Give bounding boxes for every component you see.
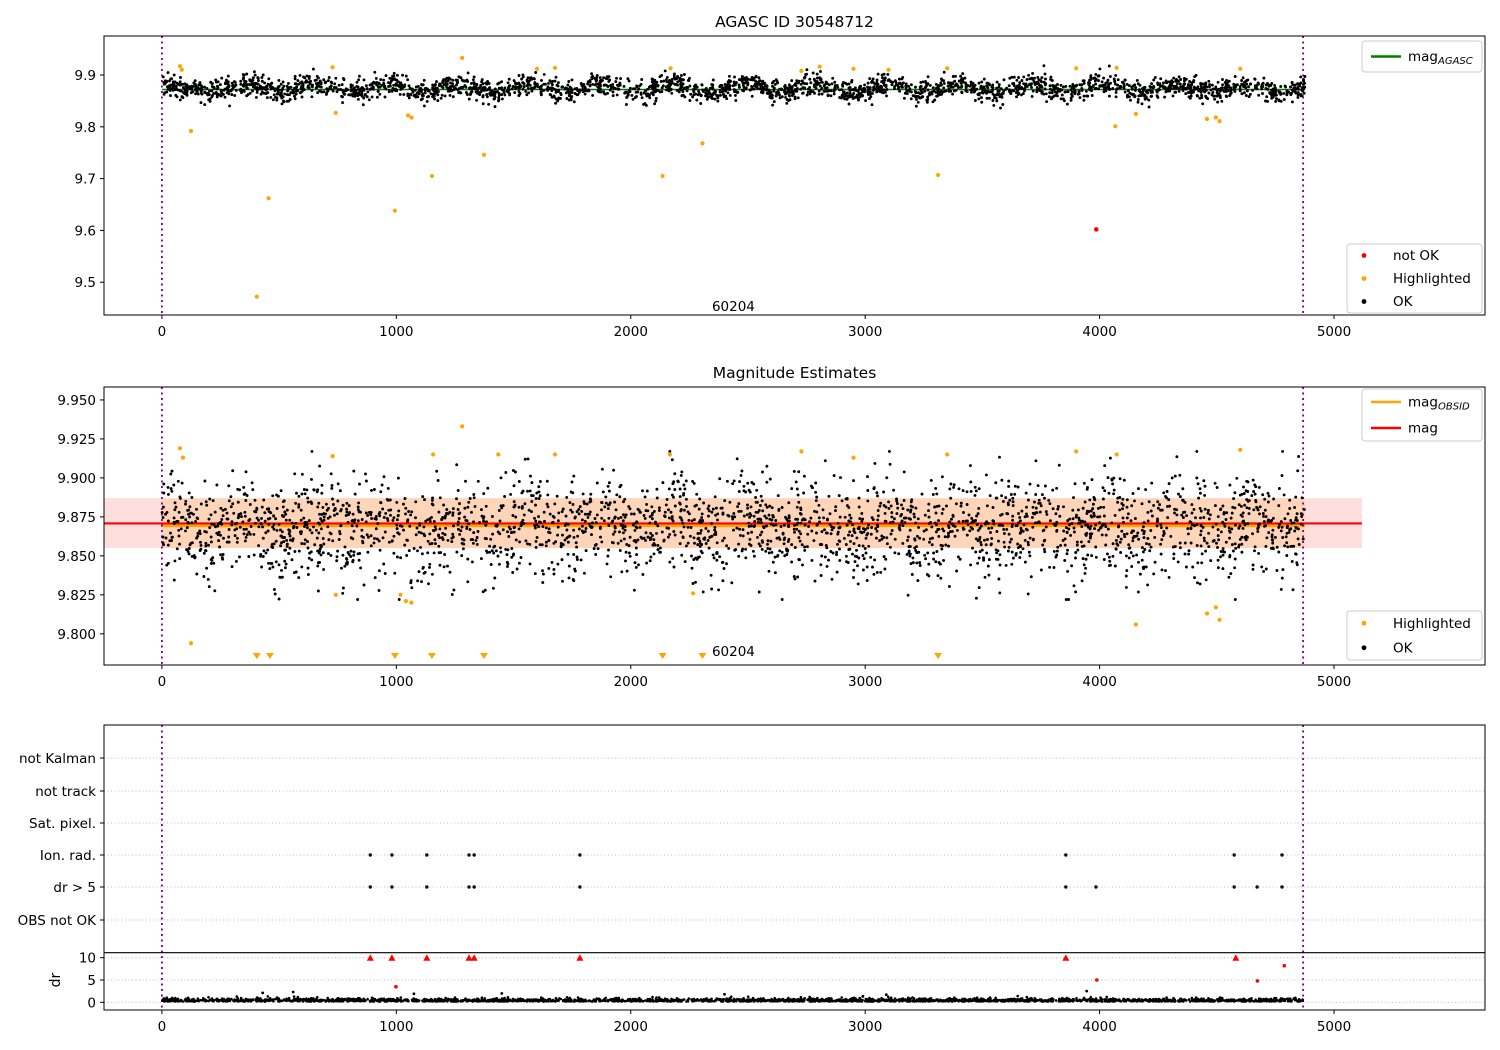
flag-category-label: Ion. rad. — [40, 848, 96, 864]
legend-dot-sample — [1361, 620, 1367, 626]
x-tick-label: 0 — [158, 324, 167, 340]
flag-category-label: Sat. pixel. — [29, 816, 96, 832]
x-tick-label: 0 — [158, 674, 167, 690]
x-tick-label: 4000 — [1082, 1019, 1116, 1035]
x-tick-label: 4000 — [1082, 674, 1116, 690]
x-tick-label: 2000 — [614, 674, 648, 690]
y-tick-label: 9.8 — [75, 120, 96, 136]
y-tick-label: 9.6 — [75, 223, 96, 239]
ok-points — [160, 449, 1306, 601]
axes-frame — [103, 35, 1486, 316]
x-tick-label: 3000 — [848, 1019, 882, 1035]
y-tick-label: 9.925 — [57, 432, 96, 448]
x-tick-label: 5000 — [1317, 674, 1351, 690]
legend-box — [1361, 40, 1483, 73]
legend-box — [1346, 610, 1483, 661]
obsid-label: 60204 — [712, 644, 755, 660]
plot-title: Magnitude Estimates — [713, 364, 877, 382]
obsid-label: 60204 — [712, 299, 755, 315]
x-tick-label: 2000 — [614, 324, 648, 340]
legend-box — [1346, 243, 1483, 314]
x-tick-label: 0 — [158, 1019, 167, 1035]
dr-clipped-red-markers — [366, 954, 1240, 961]
highlighted-points — [177, 424, 1243, 646]
plot-magnitude-estimates: 9.950 9.925 9.900 9.875 9.850 9.825 9.800 0 1000… — [57, 364, 1486, 690]
plot-flags-dr: not Kalman not track Sat. pixel. Ion. rad. d… — [18, 724, 1486, 1035]
y-tick-label: 9.7 — [75, 172, 96, 188]
y-tick-label: 9.850 — [57, 549, 96, 565]
x-tick-label: 3000 — [848, 324, 882, 340]
legend-entry-label: not OK — [1393, 248, 1440, 264]
x-tick-label: 2000 — [614, 1019, 648, 1035]
y-tick-label: 9.875 — [57, 510, 96, 526]
x-tick-label: 5000 — [1317, 324, 1351, 340]
legend-dot-sample — [1361, 276, 1367, 281]
x-tick-label: 4000 — [1082, 324, 1116, 340]
dr-red-points — [394, 963, 1287, 989]
clipped-low-markers — [252, 653, 943, 659]
x-tick-label: 1000 — [379, 674, 413, 690]
x-tick-label: 5000 — [1317, 1019, 1351, 1035]
dr-tick-label: 0 — [87, 995, 96, 1011]
x-tick-label: 3000 — [848, 674, 882, 690]
y-tick-label: 9.900 — [57, 471, 96, 487]
flag-category-label: not track — [35, 784, 96, 800]
legend-dot-sample — [1361, 299, 1367, 304]
plot-title: AGASC ID 30548712 — [715, 13, 874, 31]
legend-entry-label: mag — [1408, 421, 1438, 437]
axes-frame — [103, 724, 1486, 1011]
highlighted-points — [177, 55, 1243, 299]
legend: Highlighted OK — [1346, 610, 1483, 661]
x-tick-label: 1000 — [379, 1019, 413, 1035]
y-tick-label: 9.825 — [57, 588, 96, 604]
plot-agasc-mag: 9.9 9.8 9.7 9.6 9.5 0 1000 2000 3000 4000 5000 6020… — [75, 13, 1486, 340]
legend-entry-label: OK — [1393, 640, 1414, 656]
dr-tick-label: 10 — [79, 951, 96, 967]
legend-dot-sample — [1361, 645, 1367, 651]
y-tick-label: 9.800 — [57, 627, 96, 643]
legend-entry-label: Highlighted — [1393, 616, 1471, 632]
x-tick-label: 1000 — [379, 324, 413, 340]
y-tick-label: 9.950 — [57, 393, 96, 409]
flag-category-label: OBS not OK — [18, 913, 98, 929]
not-ok-points — [1094, 227, 1099, 232]
legend-dot-sample — [1361, 253, 1367, 258]
flag-points — [368, 853, 1284, 889]
dr-axis-label: dr — [48, 972, 64, 987]
legend: not OK Highlighted OK — [1346, 243, 1483, 314]
legend: magAGASC — [1361, 40, 1483, 73]
legend-entry-label: OK — [1393, 294, 1414, 310]
axes-frame — [103, 386, 1486, 666]
flag-category-label: dr > 5 — [53, 880, 96, 896]
flag-category-label: not Kalman — [19, 751, 96, 767]
legend-entry-label: Highlighted — [1393, 271, 1471, 287]
dr-points — [161, 989, 1304, 1003]
ok-points — [161, 64, 1307, 110]
y-tick-label: 9.9 — [75, 68, 96, 84]
y-tick-label: 9.5 — [75, 275, 96, 291]
dr-tick-label: 5 — [87, 973, 96, 989]
